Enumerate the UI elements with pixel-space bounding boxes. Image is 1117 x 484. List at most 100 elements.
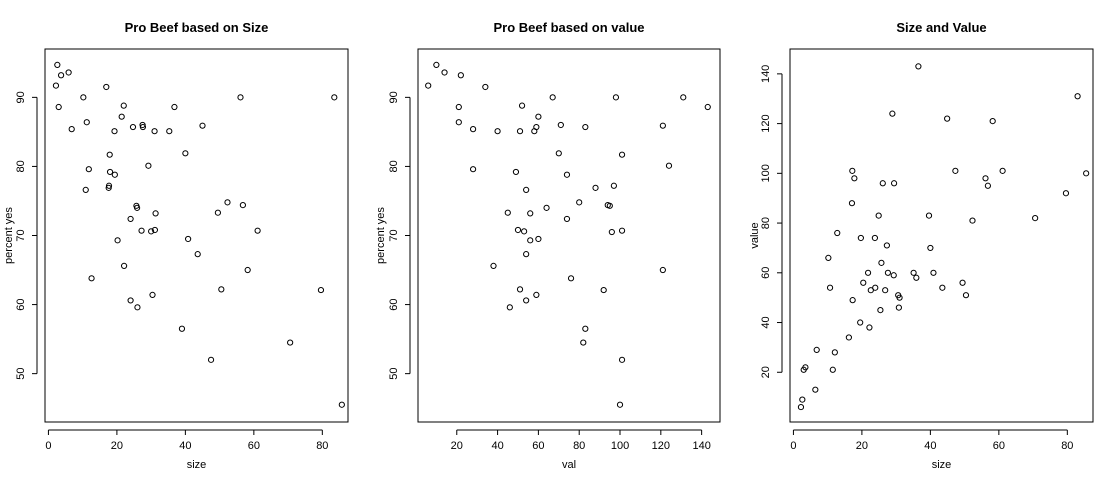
data-point — [82, 186, 89, 194]
data-point — [514, 226, 522, 234]
data-point — [138, 227, 145, 234]
data-point — [287, 339, 294, 346]
x-tick-label: 80 — [573, 440, 585, 452]
x-tick-label: 80 — [1061, 440, 1073, 452]
data-point — [457, 72, 464, 79]
x-tick-label: 20 — [451, 440, 463, 452]
data-point — [512, 168, 520, 176]
data-point — [139, 123, 147, 131]
data-point — [549, 94, 556, 101]
data-point — [239, 202, 246, 209]
data-point — [826, 284, 834, 291]
data-point — [890, 180, 898, 187]
data-point — [813, 346, 820, 353]
data-point — [1074, 93, 1081, 100]
data-point — [482, 83, 489, 91]
data-point — [659, 122, 666, 129]
data-point — [592, 184, 599, 191]
data-point — [999, 167, 1006, 174]
x-tick-label: 40 — [924, 440, 936, 452]
data-point — [199, 122, 206, 129]
data-point — [331, 94, 338, 101]
data-point — [182, 150, 189, 157]
x-axis-label: val — [562, 459, 576, 471]
data-point — [877, 307, 884, 314]
chart-title: Size and Value — [896, 20, 986, 35]
x-tick-label: 20 — [856, 440, 868, 452]
data-point — [171, 103, 178, 111]
data-point — [105, 184, 112, 191]
data-point — [1062, 190, 1070, 197]
data-point — [889, 110, 896, 117]
data-point — [178, 325, 186, 332]
data-point — [890, 272, 897, 279]
data-point — [55, 103, 62, 111]
data-point — [582, 123, 589, 131]
data-point — [866, 324, 873, 331]
data-point — [883, 242, 890, 249]
y-tick-label: 60 — [760, 267, 772, 279]
data-point — [224, 199, 231, 206]
data-point — [982, 175, 989, 182]
y-tick-label: 140 — [760, 65, 772, 83]
data-point — [952, 167, 959, 174]
data-point — [829, 366, 836, 373]
y-tick-label: 80 — [388, 160, 400, 172]
data-point — [895, 304, 902, 311]
data-point — [523, 186, 530, 194]
y-axis-label: value — [749, 222, 761, 248]
data-point — [127, 297, 134, 304]
data-point — [152, 210, 159, 217]
data-point — [494, 128, 501, 135]
data-point — [185, 235, 192, 243]
data-point — [944, 115, 951, 122]
data-point — [799, 396, 806, 403]
data-point — [849, 297, 856, 304]
x-tick-label: 60 — [248, 440, 260, 452]
data-point — [535, 113, 542, 120]
data-point — [851, 175, 858, 182]
data-point — [959, 279, 966, 286]
data-point — [106, 151, 113, 158]
data-point — [506, 304, 513, 311]
chart-panel-1: Pro Beef based on Size 0 20 40 60 80 50 60 70 80 9… — [3, 20, 349, 471]
x-tick-label: 60 — [532, 440, 544, 452]
data-point — [930, 269, 937, 276]
data-point — [812, 386, 819, 393]
chart-title: Pro Beef based on value — [494, 20, 645, 35]
data-point — [576, 199, 583, 206]
y-tick-label: 60 — [388, 298, 400, 310]
data-point — [618, 151, 626, 158]
data-point — [910, 269, 917, 276]
x-tick-label: 40 — [179, 440, 191, 452]
data-point — [567, 275, 575, 282]
data-point — [882, 287, 889, 294]
chart-panel-2: Pro Beef based on value 20 40 60 80 100 120 140… — [375, 20, 721, 471]
data-point — [555, 150, 562, 157]
data-point — [516, 286, 524, 293]
data-point — [616, 401, 624, 408]
data-point — [989, 118, 996, 125]
x-tick-label: 60 — [993, 440, 1005, 452]
data-point — [88, 275, 95, 282]
data-point — [659, 266, 666, 274]
x-tick-label: 20 — [111, 440, 123, 452]
data-point — [834, 229, 841, 237]
data-point — [244, 266, 251, 274]
data-point — [106, 168, 114, 176]
y-tick-label: 40 — [760, 316, 772, 328]
data-point — [455, 103, 462, 111]
data-point — [214, 209, 221, 216]
data-point — [120, 262, 128, 269]
data-point — [563, 215, 571, 223]
chart-panel-3: Size and Value 0 20 40 60 80 20 40 60 80 100 120 140… — [749, 20, 1094, 471]
data-point — [533, 123, 540, 131]
x-tick-label: 0 — [790, 440, 796, 452]
x-tick-label: 0 — [45, 440, 51, 452]
data-point — [455, 119, 462, 126]
data-point — [665, 162, 673, 169]
data-point — [848, 200, 856, 207]
data-point — [1083, 170, 1090, 177]
